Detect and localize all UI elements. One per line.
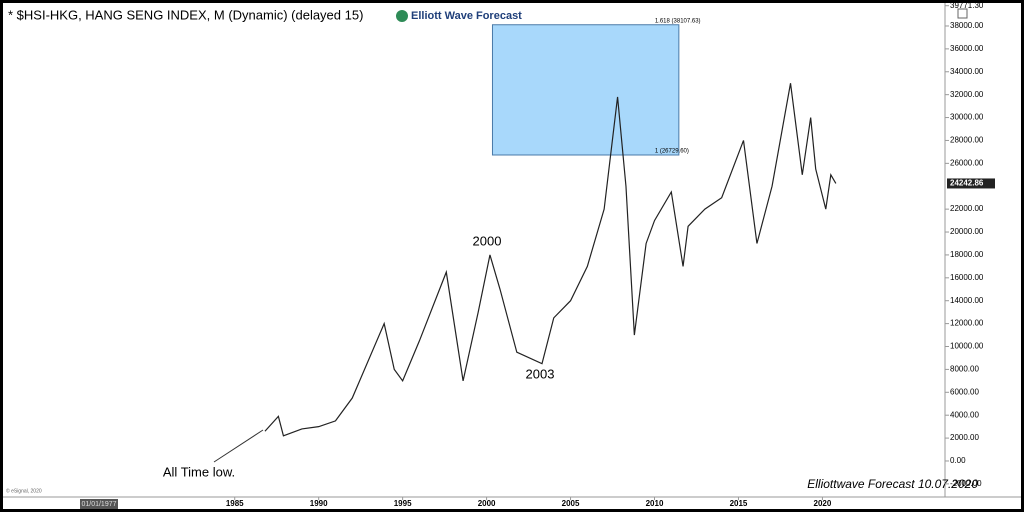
y-tick-label: 6000.00 [950, 387, 979, 396]
arrow [213, 429, 264, 463]
x-tick-label: 2005 [562, 499, 580, 508]
x-tick-label: 1995 [394, 499, 412, 508]
fib-label: 1 (26729.60) [655, 149, 689, 155]
price-line [264, 83, 837, 437]
watermark: Elliottwave Forecast 10.07.2020 [807, 477, 978, 491]
x-tick-label: 2015 [730, 499, 748, 508]
y-tick-label: 10000.00 [950, 342, 984, 351]
last-price-box [947, 178, 995, 189]
logo: Elliott Wave Forecast [411, 10, 522, 22]
y-tick-label: 36000.00 [950, 44, 984, 53]
y-tick-label: 20000.00 [950, 227, 984, 236]
y-tick-label: 4000.00 [950, 410, 979, 419]
y-tick-label: 39771.30 [950, 1, 984, 10]
annotation: All Time low. [163, 464, 235, 479]
fib-box [491, 24, 680, 156]
y-tick-label: 32000.00 [950, 90, 984, 99]
y-tick-label: 14000.00 [950, 296, 984, 305]
y-tick-label: 30000.00 [950, 113, 984, 122]
y-tick-label: 38000.00 [950, 21, 984, 30]
copyright: © eSignal, 2020 [6, 487, 42, 494]
annotation: 2003 [526, 366, 555, 381]
window-button[interactable] [957, 8, 968, 19]
y-tick-label: 0.00 [950, 456, 966, 465]
x-tick-label: 2020 [814, 499, 832, 508]
y-tick-label: 2000.00 [950, 433, 979, 442]
cursor-label: 01/01/1977 [81, 501, 116, 508]
x-tick-label: 1990 [310, 499, 328, 508]
y-tick-label: 34000.00 [950, 67, 984, 76]
cursor-box [80, 499, 118, 509]
y-tick-label: 16000.00 [950, 273, 984, 282]
annotation: 2000 [473, 233, 502, 248]
x-tick-label: 2000 [478, 499, 496, 508]
last-price-label: 24242.86 [950, 179, 984, 188]
x-tick-label: 2010 [646, 499, 664, 508]
y-tick-label: 22000.00 [950, 204, 984, 213]
y-tick-label: 28000.00 [950, 136, 984, 145]
fib-label: 1.618 (38107.63) [655, 18, 701, 24]
logo-icon [396, 10, 408, 22]
y-tick-label: 8000.00 [950, 365, 979, 374]
y-tick-label: -2000.00 [950, 479, 982, 488]
y-tick-label: 18000.00 [950, 250, 984, 259]
y-tick-label: 26000.00 [950, 158, 984, 167]
y-tick-label: 12000.00 [950, 319, 984, 328]
x-tick-label: 1985 [226, 499, 244, 508]
chart-title: * $HSI-HKG, HANG SENG INDEX, M (Dynamic)… [8, 7, 363, 22]
